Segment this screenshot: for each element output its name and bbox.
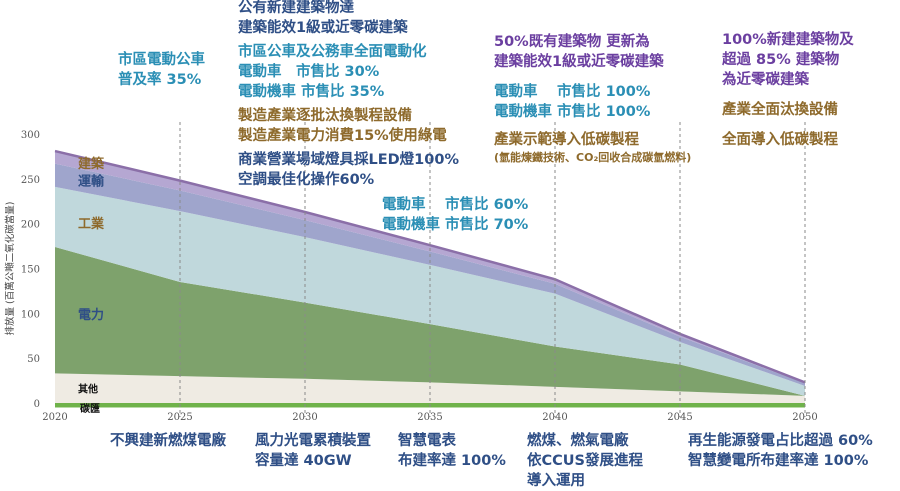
y-tick-label: 150 [21, 265, 40, 276]
area-band [55, 246, 805, 396]
y-tick-label: 0 [34, 399, 40, 410]
note-2035: 電動車 市售比 60% 電動機車 市售比 70% [382, 197, 529, 233]
x-tick-label: 2030 [292, 412, 317, 423]
y-tick-label: 100 [21, 309, 40, 320]
area-band [55, 151, 805, 384]
series-label: 碳匯 [80, 402, 100, 415]
note-2025: 市區電動公車 普及率 35% [118, 52, 205, 88]
y-tick-label: 200 [21, 220, 40, 231]
note-2050: 100%新建建築物及 超過 85% 建築物 為近零碳建築 產業全面汰換設備 全面… [722, 32, 854, 148]
bottom-note-2035: 智慧電表 布建率達 100% [398, 433, 506, 469]
bottom-note-2050: 再生能源發電占比超過 60% 智慧變電所布建率達 100% [688, 433, 873, 469]
series-label: 其他 [78, 382, 98, 395]
y-tick-label: 300 [21, 130, 40, 141]
bottom-note-2040: 燃煤、燃氣電廠 依CCUS發展進程 導入運用 [527, 433, 643, 489]
y-tick-label: 250 [21, 175, 40, 186]
series-label: 工業 [78, 216, 105, 232]
x-tick-label: 2050 [792, 412, 817, 423]
x-tick-label: 2035 [417, 412, 442, 423]
x-tick-label: 2025 [167, 412, 192, 423]
bottom-note-2025: 不興建新燃煤電廠 [110, 433, 226, 449]
x-tick-label: 2020 [42, 412, 67, 423]
x-tick-label: 2040 [542, 412, 567, 423]
series-label: 運輸 [78, 173, 105, 189]
y-tick-label: 50 [27, 354, 40, 365]
bottom-note-2030: 風力光電累積裝置 容量達 40GW [255, 433, 371, 469]
note-2030: 公有新建建築物達 建築能效1級或近零碳建築 市區公車及公務車全面電動化 電動車 … [238, 0, 459, 188]
y-axis-label: 排放量 (百萬公噸二氧化碳當量) [4, 202, 16, 336]
series-label: 建築 [78, 156, 105, 172]
series-label: 電力 [78, 307, 104, 323]
x-tick-label: 2045 [667, 412, 692, 423]
area-band [55, 163, 805, 386]
note-2040: 50%既有建築物 更新為 建築能效1級或近零碳建築 電動車 市售比 100% 電… [494, 34, 692, 164]
